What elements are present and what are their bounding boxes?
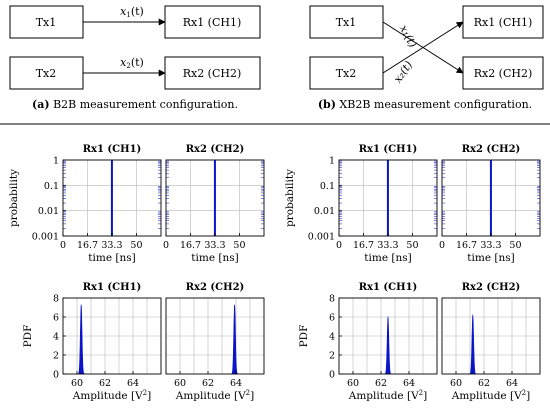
x-tick-label: 0 (336, 240, 342, 251)
x-tick-label: 64 (230, 378, 242, 389)
y-axis-label: PDF (22, 325, 34, 348)
panel-title: Rx1 (CH1) (83, 282, 142, 293)
y-tick-label: 0.01 (314, 206, 335, 217)
y-tick-label: 4 (329, 332, 335, 343)
y-tick-label: 2 (329, 351, 335, 362)
rx2-label: Rx2 (CH2) (183, 67, 242, 80)
chart-panel: Rx1 (CH1) 60 62 64 0 2 4 6 8 Amplitude [V2] PDF (22, 282, 162, 402)
x-axis-label: time [ns] (88, 252, 135, 264)
tx1-label: Tx1 (336, 16, 357, 29)
tx1-label: Tx1 (36, 16, 57, 29)
pdf-area (230, 304, 239, 375)
signal-x1-label: x1(t) (120, 5, 144, 19)
panel-title: Rx1 (CH1) (359, 144, 418, 155)
x-tick-label: 0 (163, 240, 169, 251)
y-tick-label: 0.1 (320, 181, 335, 192)
x-tick-label: 33.3 (480, 240, 501, 251)
y-tick-label: 0.01 (38, 206, 59, 217)
panel-title: Rx1 (CH1) (83, 144, 142, 155)
x-tick-label: 33.3 (377, 240, 398, 251)
y-tick-label: 0.001 (308, 232, 335, 243)
plot-frame (165, 297, 265, 375)
x-tick-label: 33.3 (204, 240, 225, 251)
x-axis-label: time [ns] (191, 252, 238, 264)
x-tick-label: 0 (439, 240, 445, 251)
y-axis-label: probability (8, 169, 20, 227)
x-tick-label: 60 (71, 378, 83, 389)
rx1-label: Rx1 (CH1) (474, 16, 533, 29)
y-tick-label: 8 (329, 294, 335, 305)
rx1-label: Rx1 (CH1) (183, 16, 242, 29)
panel-title: Rx1 (CH1) (359, 282, 418, 293)
xb2b-diagram: Tx1 Rx1 (CH1) Tx2 Rx2 (CH2) x₁(t) x₂(t) … (309, 5, 544, 111)
b2b-diagram: Tx1 Rx1 (CH1) x1(t) Tx2 Rx2 (CH2) x2(t) … (9, 5, 261, 111)
chart-panel: Rx1 (CH1) 0 16.7 33.3 50 1 0.1 0.01 0.001 time [n… (8, 144, 162, 264)
pdf-area (469, 313, 477, 375)
chart-panel: Rx1 (CH1) 0 16.7 33.3 50 1 0.1 0.01 0.001 time [n… (284, 144, 438, 264)
arrow-cross-2 (382, 21, 464, 74)
y-tick-label: 2 (53, 351, 59, 362)
x-axis-label: Amplitude [V2] (175, 389, 255, 402)
x-tick-label: 50 (509, 240, 521, 251)
x-axis-label: Amplitude [V2] (72, 389, 152, 402)
x-tick-label: 62 (202, 378, 214, 389)
chart-panel: Rx1 (CH1) 60 62 64 0 2 4 6 8 Amplitude [V2] PDF (298, 282, 438, 402)
x-tick-label: 64 (506, 378, 518, 389)
caption-a: (a) B2B measurement configuration. (32, 98, 238, 111)
y-tick-label: 1 (329, 156, 335, 167)
x-axis-label: time [ns] (467, 252, 514, 264)
x-tick-label: 50 (130, 240, 142, 251)
pdf-area (384, 315, 392, 375)
x-axis-label: Amplitude [V2] (451, 389, 531, 402)
y-tick-label: 4 (53, 332, 59, 343)
rx2-label: Rx2 (CH2) (474, 67, 533, 80)
x-tick-label: 60 (347, 378, 359, 389)
caption-b: (b) XB2B measurement configuration. (318, 98, 532, 111)
plot-frame (441, 297, 541, 375)
y-tick-label: 0 (53, 370, 59, 381)
panel-title: Rx2 (CH2) (462, 144, 521, 155)
x-tick-label: 62 (375, 378, 387, 389)
y-tick-label: 0.001 (32, 232, 59, 243)
y-tick-label: 1 (53, 156, 59, 167)
panel-title: Rx2 (CH2) (462, 282, 521, 293)
x-tick-label: 50 (233, 240, 245, 251)
y-tick-label: 6 (329, 313, 335, 324)
x-tick-label: 60 (450, 378, 462, 389)
y-tick-label: 8 (53, 294, 59, 305)
panel-title: Rx2 (CH2) (186, 144, 245, 155)
x-tick-label: 0 (60, 240, 66, 251)
y-tick-label: 0 (329, 370, 335, 381)
x-tick-label: 60 (174, 378, 186, 389)
x-tick-label: 64 (403, 378, 415, 389)
x-tick-label: 16.7 (456, 240, 477, 251)
tx2-label: Tx2 (36, 67, 57, 80)
x-tick-label: 62 (99, 378, 111, 389)
y-tick-label: 6 (53, 313, 59, 324)
x-tick-label: 16.7 (180, 240, 201, 251)
pdf-area (77, 304, 85, 375)
signal-x2-label: x₂(t) (391, 59, 415, 86)
x-tick-label: 50 (406, 240, 418, 251)
x-tick-label: 62 (478, 378, 490, 389)
panel-title: Rx2 (CH2) (186, 282, 245, 293)
x-tick-label: 64 (127, 378, 139, 389)
signal-x2-label: x2(t) (120, 56, 144, 70)
x-axis-label: Amplitude [V2] (348, 389, 428, 402)
x-tick-label: 16.7 (353, 240, 374, 251)
y-axis-label: probability (284, 169, 296, 227)
tx2-label: Tx2 (336, 67, 357, 80)
y-axis-label: PDF (298, 325, 310, 348)
x-axis-label: time [ns] (364, 252, 411, 264)
x-tick-label: 33.3 (101, 240, 122, 251)
x-tick-label: 16.7 (77, 240, 98, 251)
y-tick-label: 0.1 (44, 181, 59, 192)
signal-x1-label: x₁(t) (397, 23, 420, 50)
